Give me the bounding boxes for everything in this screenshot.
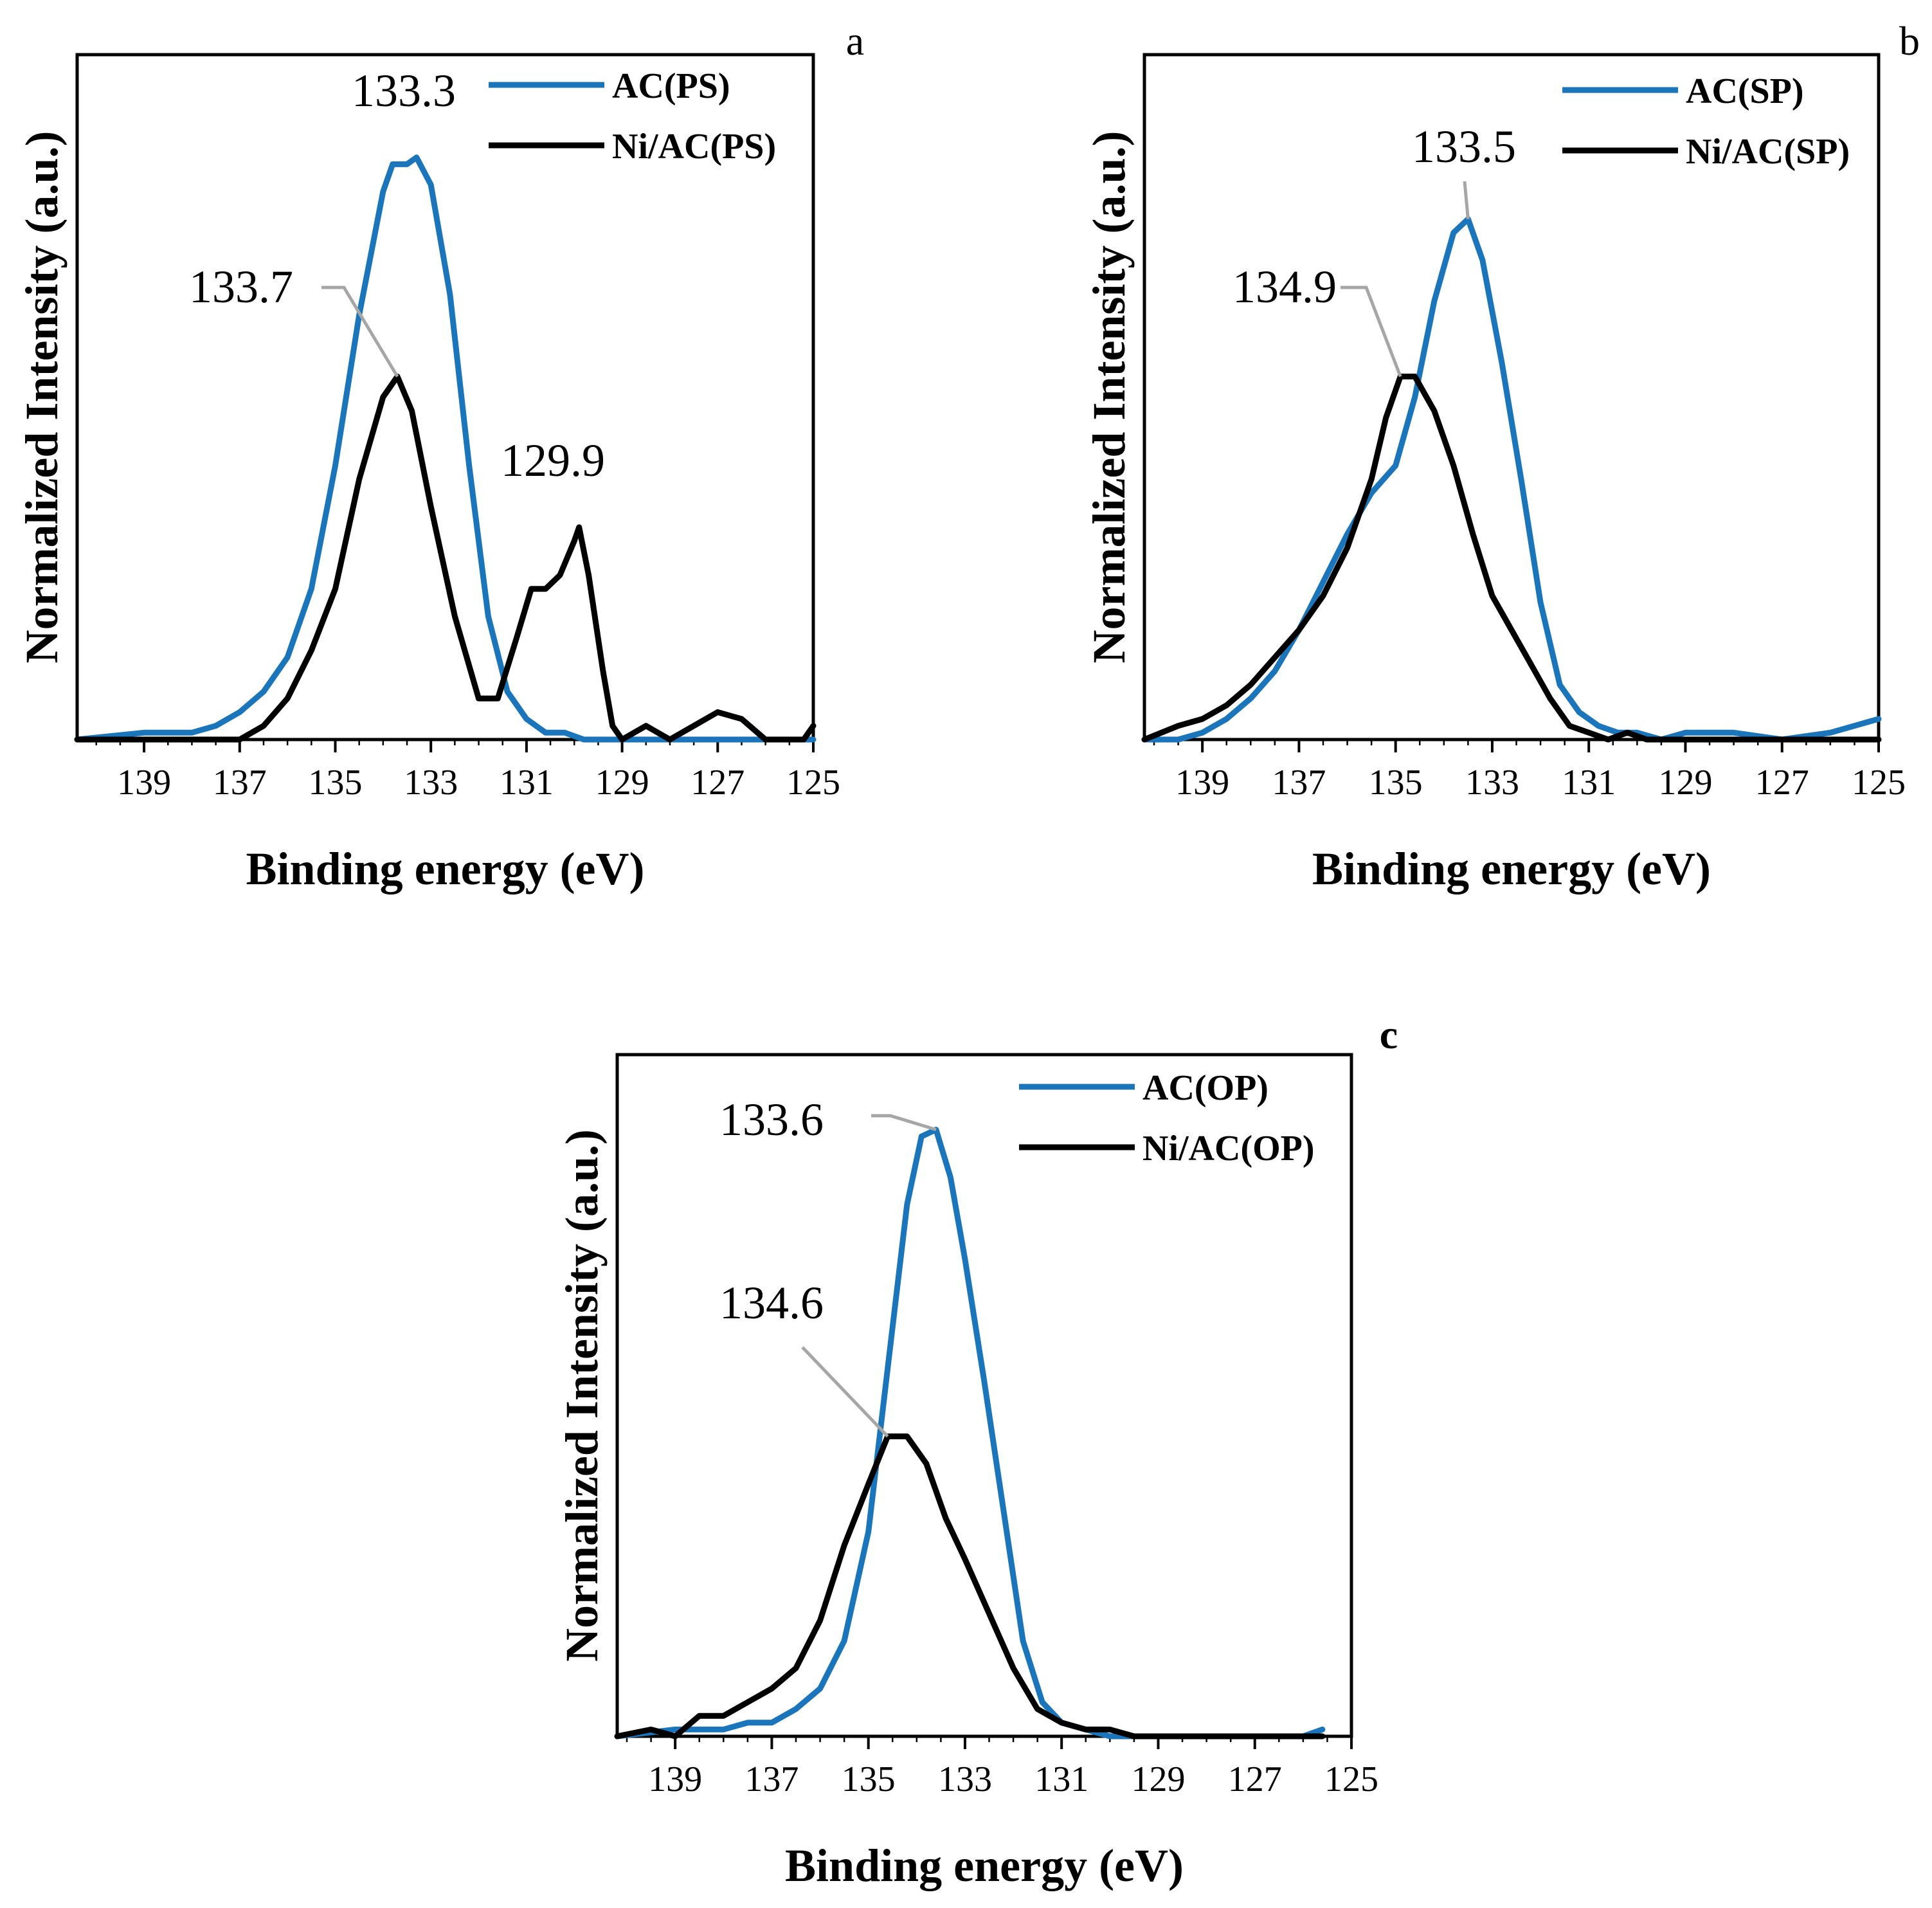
annotation-leader-line (801, 1346, 889, 1438)
annotation-leader-line (321, 286, 399, 377)
peak-annotation: 134.9 (1232, 261, 1337, 313)
x-tick-label: 137 (745, 1759, 799, 1799)
x-tick-label: 131 (1562, 763, 1616, 803)
peak-annotation: 134.6 (719, 1277, 824, 1329)
x-tick-label: 139 (117, 763, 171, 803)
legend-label: Ni/AC(PS) (612, 127, 776, 167)
plot-frame (1142, 53, 1881, 741)
x-tick-label: 135 (308, 763, 362, 803)
panel-letter: a (846, 18, 864, 64)
x-axis-title: Binding energy (eV) (785, 1840, 1184, 1891)
peak-annotation: 133.3 (352, 65, 456, 116)
x-tick-label: 135 (842, 1759, 896, 1799)
x-tick-label: 135 (1369, 763, 1423, 803)
x-tick-label: 129 (1658, 763, 1712, 803)
legend-label: Ni/AC(OP) (1142, 1129, 1315, 1168)
series-line-Ni/AC(PS) (74, 374, 817, 743)
x-tick-label: 125 (786, 763, 840, 803)
x-tick-label: 129 (595, 763, 649, 803)
legend-label: AC(OP) (1142, 1068, 1268, 1108)
legend-label: Ni/AC(SP) (1686, 132, 1850, 172)
peak-annotation: 133.7 (189, 261, 293, 313)
x-tick-label: 131 (500, 763, 554, 803)
x-tick-label: 127 (1755, 763, 1809, 803)
x-tick-label: 137 (213, 763, 267, 803)
x-tick-label: 133 (404, 763, 458, 803)
x-tick-label: 127 (691, 763, 745, 803)
x-tick-label: 133 (1465, 763, 1519, 803)
y-axis-title: Normalized Intensity (a.u.) (556, 1129, 608, 1662)
x-tick-label: 127 (1228, 1759, 1282, 1799)
chart-panel-a: 139 137 135 133 131 129 127 125 Binding energy (… (16, 18, 864, 895)
y-axis-title: Normalized Intensity (a.u.) (16, 131, 68, 664)
annotation-leader-line (871, 1114, 937, 1131)
annotation-leader-line (1463, 181, 1470, 219)
legend-label: AC(PS) (612, 66, 730, 106)
y-axis-title: Normalized Intensity (a.u.) (1083, 131, 1135, 664)
x-tick-label: 131 (1034, 1759, 1088, 1799)
plot-frame (75, 53, 815, 741)
x-axis-title: Binding energy (eV) (1312, 843, 1711, 895)
annotation-leader-line (1341, 286, 1402, 377)
chart-panel-b: 139 137 135 133 131 129 127 125 Binding energy (… (1083, 18, 1920, 895)
panel-letter: b (1899, 18, 1920, 64)
chart-panel-c: 139 137 135 133 131 129 127 125 Binding energy (… (556, 1012, 1398, 1891)
x-tick-label: 139 (1175, 763, 1229, 803)
series-line-AC(OP) (614, 1127, 1326, 1740)
legend-label: AC(SP) (1686, 71, 1804, 111)
x-tick-label: 137 (1272, 763, 1326, 803)
series-line-Ni/AC(OP) (614, 1433, 1326, 1740)
x-tick-label: 125 (1852, 763, 1906, 803)
x-tick-label: 125 (1324, 1759, 1378, 1799)
plot-frame (615, 1053, 1353, 1738)
series-line-AC(PS) (74, 154, 817, 743)
x-tick-label: 129 (1131, 1759, 1185, 1799)
panel-letter: c (1380, 1012, 1398, 1057)
peak-annotation: 129.9 (501, 435, 605, 486)
series-line-Ni/AC(SP) (1141, 374, 1882, 743)
x-tick-label: 139 (648, 1759, 702, 1799)
peak-annotation: 133.5 (1412, 121, 1516, 172)
peak-annotation: 133.6 (719, 1094, 824, 1145)
x-tick-label: 133 (938, 1759, 992, 1799)
x-axis-title: Binding energy (eV) (246, 843, 645, 895)
